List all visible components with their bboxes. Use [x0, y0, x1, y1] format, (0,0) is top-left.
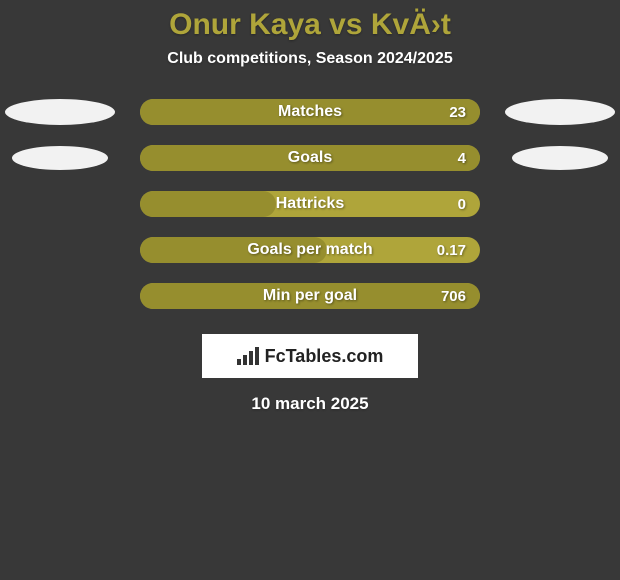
bar-label: Goals per match [140, 237, 480, 263]
bar-label: Min per goal [140, 283, 480, 309]
stat-row: Min per goal706 [0, 282, 620, 310]
page-title: Onur Kaya vs KvÄ›t [0, 0, 620, 42]
stats-rows: Matches23 Goals4 Hattricks0 Goals per match… [0, 98, 620, 310]
left-ellipse [5, 99, 115, 125]
left-ellipse [12, 146, 108, 170]
logo-text: FcTables.com [265, 346, 384, 367]
stat-row: Hattricks0 [0, 190, 620, 218]
right-ellipse [505, 99, 615, 125]
bar-label: Matches [140, 99, 480, 125]
stat-row: Matches23 [0, 98, 620, 126]
bar-value: 0 [458, 191, 466, 217]
page-subtitle: Club competitions, Season 2024/2025 [0, 50, 620, 68]
stat-row: Goals per match0.17 [0, 236, 620, 264]
bar-value: 0.17 [437, 237, 466, 263]
bar-label: Hattricks [140, 191, 480, 217]
bar-value: 4 [458, 145, 466, 171]
fctables-bars-icon [237, 347, 259, 365]
bar-track: Matches23 [140, 99, 480, 125]
bar-track: Goals4 [140, 145, 480, 171]
stat-row: Goals4 [0, 144, 620, 172]
bar-track: Min per goal706 [140, 283, 480, 309]
footer-date: 10 march 2025 [0, 394, 620, 414]
bar-value: 706 [441, 283, 466, 309]
page-root: Onur Kaya vs KvÄ›t Club competitions, Se… [0, 0, 620, 580]
logo-box[interactable]: FcTables.com [202, 334, 418, 378]
bar-track: Hattricks0 [140, 191, 480, 217]
bar-track: Goals per match0.17 [140, 237, 480, 263]
right-ellipse [512, 146, 608, 170]
bar-value: 23 [449, 99, 466, 125]
bar-label: Goals [140, 145, 480, 171]
